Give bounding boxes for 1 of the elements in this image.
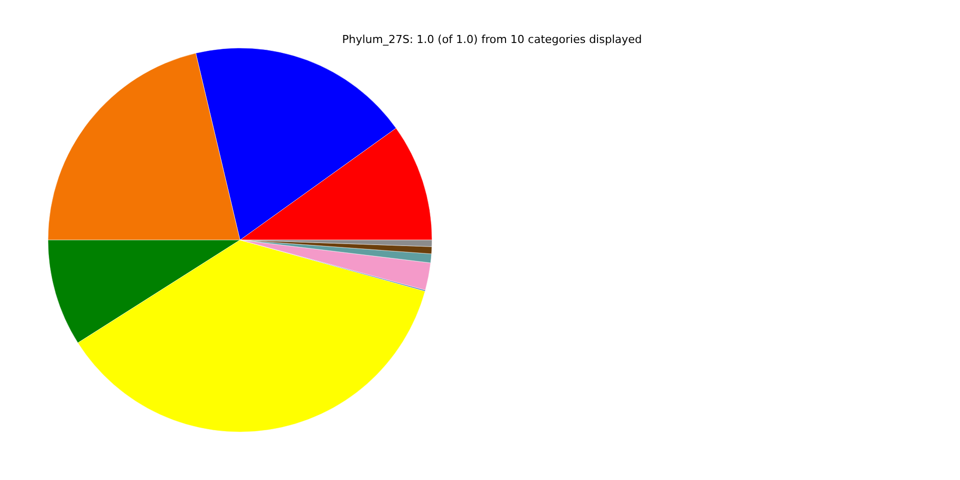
text: Phylum_27S: 1.0 (of 1.0) from 10 categories displayed bbox=[342, 33, 642, 46]
